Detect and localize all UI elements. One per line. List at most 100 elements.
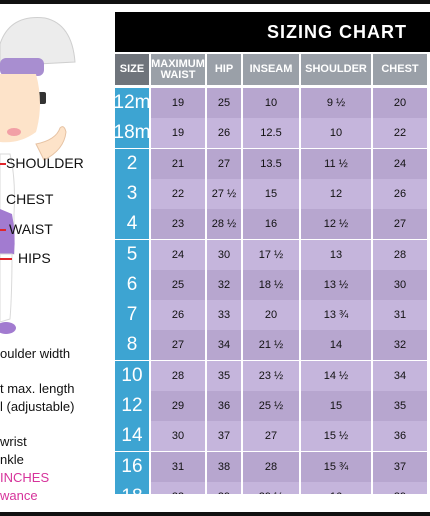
cell-chest: 31	[373, 300, 427, 330]
cell-shoulder: 12 ½	[301, 209, 371, 239]
cell-inseam: 18 ½	[243, 270, 299, 300]
cell-inseam: 20	[243, 300, 299, 330]
cell-maximum-waist: 30	[151, 421, 205, 451]
cell-inseam: 17 ½	[243, 240, 299, 270]
cell-hip: 33	[207, 300, 241, 330]
chest-label: CHEST	[6, 191, 54, 207]
hips-label: HIPS	[18, 250, 51, 266]
cell-inseam: 25 ½	[243, 391, 299, 421]
measurement-guide-panel: SHOULDER CHEST WAIST HIPS oulder width t…	[0, 4, 112, 512]
cell-maximum-waist: 25	[151, 270, 205, 300]
cell-size: 16	[115, 452, 149, 482]
cell-hip: 34	[207, 330, 241, 360]
cell-chest: 35	[373, 391, 427, 421]
cell-size: 2	[115, 149, 149, 179]
cell-chest: 32	[373, 330, 427, 360]
cell-hip: 38	[207, 452, 241, 482]
cell-size: 18m	[115, 118, 150, 148]
cell-chest: 27	[373, 209, 427, 239]
cell-shoulder: 14 ½	[301, 361, 371, 391]
cell-maximum-waist: 26	[151, 300, 205, 330]
cell-hip: 35	[207, 361, 241, 391]
cell-inseam: 15	[243, 179, 299, 209]
cell-maximum-waist: 19	[151, 118, 205, 148]
header-shoulder: SHOULDER	[301, 54, 371, 85]
cell-chest: 24	[373, 149, 427, 179]
chart-title: SIZING CHART	[267, 22, 407, 42]
cell-chest: 36	[373, 421, 427, 451]
bottom-border	[0, 512, 430, 516]
cell-hip: 25	[207, 88, 241, 118]
cell-inseam: 10	[243, 88, 299, 118]
cell-chest: 22	[373, 118, 427, 148]
cell-hip: 28 ½	[207, 209, 241, 239]
shoulder-label: SHOULDER	[6, 155, 84, 171]
note-inches: INCHES	[0, 470, 50, 485]
cell-chest: 30	[373, 270, 427, 300]
cell-hip: 37	[207, 421, 241, 451]
note-adjustable: l (adjustable)	[0, 399, 75, 414]
cell-shoulder: 15	[301, 391, 371, 421]
cell-chest: 20	[373, 88, 427, 118]
shoulder-marker	[0, 163, 6, 165]
note-shoulder-width: oulder width	[0, 346, 71, 361]
child-figure-illustration	[0, 17, 76, 334]
cell-chest: 28	[373, 240, 427, 270]
cell-inseam: 13.5	[243, 149, 299, 179]
note-max-length: t max. length	[0, 381, 75, 396]
cell-shoulder: 13 ½	[301, 270, 371, 300]
cell-size: 8	[115, 330, 149, 360]
cell-hip: 26	[207, 118, 241, 148]
header-hip: HIP	[207, 54, 241, 85]
cell-inseam: 12.5	[243, 118, 299, 148]
cell-shoulder: 12	[301, 179, 371, 209]
cell-size: 7	[115, 300, 149, 330]
cell-size: 14	[115, 421, 149, 451]
cell-chest: 39	[373, 482, 427, 494]
cell-size: 12m	[115, 88, 150, 118]
cell-size: 12	[115, 391, 149, 421]
cell-maximum-waist: 23	[151, 209, 205, 239]
cell-inseam: 16	[243, 209, 299, 239]
cell-shoulder: 13 ¾	[301, 300, 371, 330]
cell-hip: 27	[207, 149, 241, 179]
top-border	[0, 0, 430, 4]
cell-inseam: 23 ½	[243, 361, 299, 391]
cell-inseam: 27	[243, 421, 299, 451]
cell-maximum-waist: 22	[151, 179, 205, 209]
cell-inseam: 21 ½	[243, 330, 299, 360]
cell-size: 18	[115, 482, 149, 494]
cell-maximum-waist: 21	[151, 149, 205, 179]
note-wrist: wrist	[0, 434, 27, 449]
header-maximum-waist: MAXIMUM WAIST	[151, 54, 205, 85]
cell-chest: 34	[373, 361, 427, 391]
cell-shoulder: 13	[301, 240, 371, 270]
cell-shoulder: 16	[301, 482, 371, 494]
cell-size: 5	[115, 240, 149, 270]
cell-size: 3	[115, 179, 149, 209]
cell-size: 6	[115, 270, 149, 300]
cell-inseam: 29 ½	[243, 482, 299, 494]
cell-hip: 36	[207, 391, 241, 421]
note-ankle: nkle	[0, 452, 24, 467]
cell-shoulder: 9 ½	[301, 88, 371, 118]
cell-inseam: 28	[243, 452, 299, 482]
cell-maximum-waist: 28	[151, 361, 205, 391]
cell-maximum-waist: 29	[151, 391, 205, 421]
header-inseam: INSEAM	[243, 54, 299, 85]
cell-hip: 27 ½	[207, 179, 241, 209]
cell-maximum-waist: 19	[151, 88, 205, 118]
cell-hip: 30	[207, 240, 241, 270]
cell-shoulder: 10	[301, 118, 371, 148]
cell-maximum-waist: 27	[151, 330, 205, 360]
sizing-chart: SIZING CHART SIZE MAXIMUM WAIST HIP INSEAM S…	[115, 12, 430, 494]
cell-maximum-waist: 33	[151, 482, 205, 494]
hips-marker	[0, 258, 12, 260]
cell-maximum-waist: 24	[151, 240, 205, 270]
cell-hip: 32	[207, 270, 241, 300]
chart-title-bar: SIZING CHART	[115, 12, 430, 52]
note-allowance: wance	[0, 488, 38, 503]
cell-shoulder: 15 ½	[301, 421, 371, 451]
waist-marker	[0, 229, 6, 231]
cell-size: 4	[115, 209, 149, 239]
